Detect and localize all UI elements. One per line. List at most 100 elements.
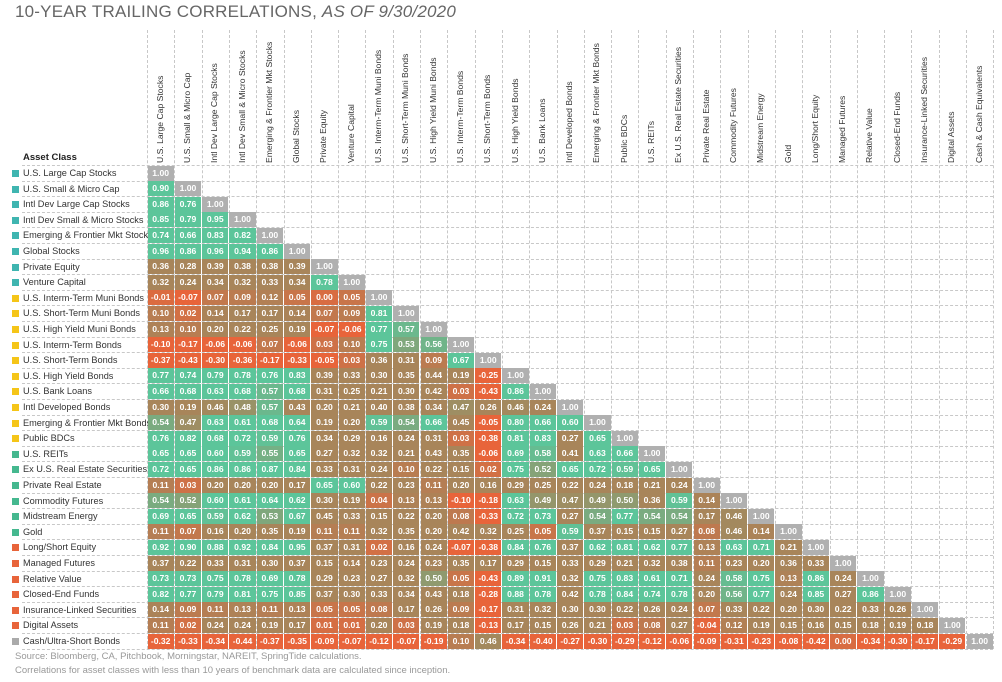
correlation-cell: 0.54 bbox=[584, 508, 611, 524]
group-swatch-icon bbox=[12, 170, 19, 178]
correlation-cell: 0.36 bbox=[775, 555, 802, 571]
correlation-cell: 0.46 bbox=[502, 399, 529, 415]
correlation-cell: 0.25 bbox=[502, 524, 529, 540]
correlation-cell: 0.21 bbox=[584, 617, 611, 633]
correlation-cell: 0.33 bbox=[802, 555, 829, 571]
correlation-cell: 0.90 bbox=[174, 539, 202, 555]
correlation-cell: 0.65 bbox=[174, 461, 202, 477]
row-label-text: Private Equity bbox=[23, 261, 80, 272]
group-swatch-icon bbox=[12, 404, 19, 412]
column-header: Venture Capital bbox=[345, 104, 356, 163]
grid-vline bbox=[966, 30, 967, 649]
correlation-cell: 0.05 bbox=[311, 602, 338, 618]
correlation-cell: 0.32 bbox=[365, 446, 393, 462]
row-label: U.S. Bank Loans bbox=[12, 383, 92, 399]
correlation-cell: 0.53 bbox=[256, 508, 283, 524]
correlation-cell: 0.68 bbox=[284, 383, 311, 399]
diagonal-cell: 1.00 bbox=[311, 259, 338, 275]
correlation-cell: 0.63 bbox=[502, 493, 529, 509]
correlation-cell: 0.18 bbox=[447, 586, 475, 602]
row-label: Midstream Energy bbox=[12, 508, 98, 524]
correlation-cell: 0.09 bbox=[420, 352, 447, 368]
row-label-text: Ex U.S. Real Estate Securities bbox=[23, 464, 148, 475]
correlation-cell: 0.30 bbox=[802, 602, 829, 618]
correlation-cell: 0.25 bbox=[256, 321, 283, 337]
correlation-cell: 0.63 bbox=[720, 539, 748, 555]
column-header: Intl Dev Small & Micro Stocks bbox=[236, 50, 247, 163]
correlation-cell: 0.31 bbox=[338, 461, 365, 477]
column-header: Private Real Estate bbox=[700, 89, 711, 163]
correlation-cell: 0.22 bbox=[420, 461, 447, 477]
row-label-text: U.S. REITs bbox=[23, 448, 68, 459]
row-label: U.S. REITs bbox=[12, 446, 68, 462]
correlation-cell: 0.05 bbox=[338, 290, 365, 306]
grid-vline bbox=[747, 30, 749, 649]
column-header: U.S. Short-Term Bonds bbox=[482, 74, 493, 163]
correlation-cell: -0.13 bbox=[475, 617, 502, 633]
row-label: Venture Capital bbox=[12, 274, 86, 290]
row-label-text: Digital Assets bbox=[23, 620, 79, 631]
correlation-cell: 0.54 bbox=[666, 508, 693, 524]
correlation-cell: 0.58 bbox=[529, 446, 556, 462]
correlation-cell: 0.54 bbox=[147, 415, 174, 431]
correlation-cell: 0.84 bbox=[502, 539, 529, 555]
correlation-cell: -0.43 bbox=[174, 352, 202, 368]
correlation-cell: 0.68 bbox=[174, 383, 202, 399]
group-swatch-icon bbox=[12, 388, 19, 396]
correlation-cell: 0.10 bbox=[338, 337, 365, 353]
row-label: Long/Short Equity bbox=[12, 539, 96, 555]
row-label: Global Stocks bbox=[12, 243, 80, 259]
correlation-cell: 0.13 bbox=[229, 602, 256, 618]
correlation-cell: 0.34 bbox=[284, 274, 311, 290]
row-label: Emerging & Frontier Mkt Stocks bbox=[12, 227, 153, 243]
column-header: Midstream Energy bbox=[755, 93, 766, 163]
correlation-cell: 0.09 bbox=[447, 602, 475, 618]
correlation-cell: 0.71 bbox=[748, 539, 775, 555]
correlation-cell: -0.29 bbox=[611, 633, 638, 649]
correlation-cell: 0.81 bbox=[365, 305, 393, 321]
correlation-cell: 0.33 bbox=[311, 461, 338, 477]
correlation-cell: 0.82 bbox=[147, 586, 174, 602]
correlation-cell: -0.09 bbox=[693, 633, 720, 649]
correlation-cell: 0.22 bbox=[830, 602, 857, 618]
grid-hline bbox=[22, 227, 994, 229]
correlation-cell: 0.22 bbox=[365, 477, 393, 493]
correlation-cell: 0.65 bbox=[284, 446, 311, 462]
correlation-cell: 0.65 bbox=[147, 446, 174, 462]
correlation-cell: 0.35 bbox=[447, 555, 475, 571]
diagonal-cell: 1.00 bbox=[420, 321, 447, 337]
correlation-cell: 0.86 bbox=[502, 383, 529, 399]
group-swatch-icon bbox=[12, 497, 19, 505]
correlation-cell: 0.35 bbox=[393, 524, 420, 540]
correlation-cell: 0.24 bbox=[775, 586, 802, 602]
correlation-cell: 0.24 bbox=[830, 571, 857, 587]
grid-vline bbox=[774, 30, 776, 649]
correlation-cell: 0.27 bbox=[557, 430, 584, 446]
correlation-cell: 0.78 bbox=[229, 368, 256, 384]
correlation-cell: 0.24 bbox=[666, 477, 693, 493]
correlation-cell: 0.22 bbox=[611, 602, 638, 618]
correlation-cell: 0.31 bbox=[229, 555, 256, 571]
correlation-cell: 0.81 bbox=[229, 586, 256, 602]
correlation-cell: -0.43 bbox=[475, 571, 502, 587]
correlation-cell: 0.66 bbox=[611, 446, 638, 462]
correlation-cell: 0.20 bbox=[229, 477, 256, 493]
correlation-cell: 0.72 bbox=[229, 430, 256, 446]
correlation-cell: 0.32 bbox=[557, 571, 584, 587]
row-label-text: Public BDCs bbox=[23, 433, 75, 444]
correlation-cell: 0.33 bbox=[857, 602, 884, 618]
correlation-cell: 0.47 bbox=[557, 493, 584, 509]
correlation-cell: 0.13 bbox=[147, 321, 174, 337]
correlation-cell: 0.24 bbox=[393, 430, 420, 446]
correlation-cell: -0.27 bbox=[557, 633, 584, 649]
correlation-cell: -0.34 bbox=[202, 633, 229, 649]
correlation-cell: 0.22 bbox=[748, 602, 775, 618]
correlation-cell: 0.78 bbox=[529, 586, 556, 602]
correlation-cell: 0.21 bbox=[365, 383, 393, 399]
row-label-text: Intl Dev Small & Micro Stocks bbox=[23, 214, 144, 225]
correlation-cell: 0.11 bbox=[338, 524, 365, 540]
grid-vline bbox=[802, 30, 804, 649]
correlation-cell: 0.14 bbox=[748, 524, 775, 540]
correlation-cell: 0.85 bbox=[147, 212, 174, 228]
correlation-cell: 0.19 bbox=[311, 415, 338, 431]
